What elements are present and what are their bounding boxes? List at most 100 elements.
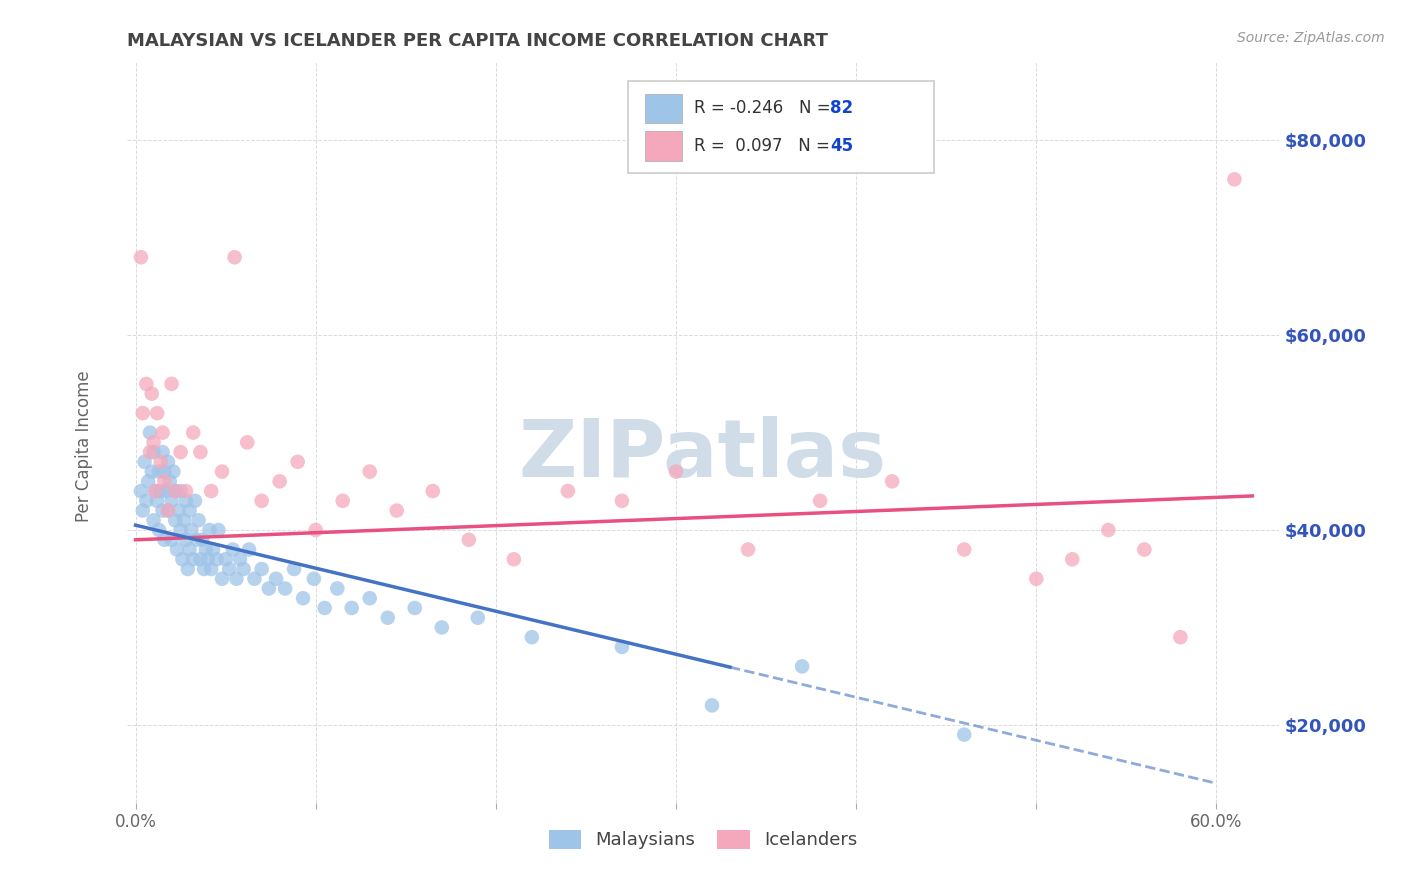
Point — [186, 533, 208, 547]
Point — [502, 552, 524, 566]
Point — [953, 728, 976, 742]
Point — [211, 572, 233, 586]
Text: ZIPatlas: ZIPatlas — [519, 416, 887, 494]
Point — [207, 523, 229, 537]
Point — [166, 542, 188, 557]
Point — [145, 484, 166, 499]
FancyBboxPatch shape — [645, 131, 682, 161]
Point — [1062, 552, 1084, 566]
Point — [359, 591, 381, 606]
Point — [179, 503, 201, 517]
Point — [214, 552, 236, 566]
Point — [222, 542, 245, 557]
Point — [165, 513, 187, 527]
Point — [167, 503, 190, 517]
Legend: Malaysians, Icelanders: Malaysians, Icelanders — [541, 823, 865, 856]
Point — [159, 475, 181, 489]
Point — [224, 250, 246, 264]
Point — [264, 572, 287, 586]
Point — [1097, 523, 1119, 537]
Point — [149, 484, 172, 499]
Point — [1223, 172, 1246, 186]
Point — [193, 562, 215, 576]
Point — [149, 455, 172, 469]
Point — [136, 475, 159, 489]
Point — [269, 475, 291, 489]
Point — [422, 484, 444, 499]
Point — [141, 465, 163, 479]
Point — [132, 503, 155, 517]
Point — [180, 523, 202, 537]
Point — [135, 376, 157, 391]
Point — [359, 465, 381, 479]
Text: R =  0.097   N =: R = 0.097 N = — [693, 137, 835, 155]
Point — [1025, 572, 1047, 586]
Point — [156, 455, 179, 469]
Text: Per Capita Income: Per Capita Income — [76, 370, 93, 522]
Point — [165, 484, 187, 499]
Point — [610, 493, 633, 508]
Point — [953, 542, 976, 557]
Point — [302, 572, 325, 586]
Point — [332, 493, 354, 508]
Point — [184, 493, 207, 508]
Point — [174, 533, 197, 547]
Point — [156, 503, 179, 517]
Point — [129, 484, 152, 499]
Point — [790, 659, 813, 673]
Point — [385, 503, 408, 517]
Point — [882, 475, 904, 489]
Point — [142, 513, 165, 527]
Point — [190, 552, 212, 566]
Point — [181, 425, 204, 440]
Point — [145, 484, 166, 499]
Point — [326, 582, 349, 596]
Point — [139, 425, 162, 440]
Point — [146, 406, 169, 420]
Point — [160, 493, 183, 508]
Point — [287, 455, 309, 469]
Point — [172, 552, 194, 566]
Point — [205, 552, 228, 566]
Text: Source: ZipAtlas.com: Source: ZipAtlas.com — [1237, 31, 1385, 45]
Point — [808, 493, 831, 508]
Point — [152, 425, 174, 440]
Point — [257, 582, 280, 596]
Point — [520, 630, 543, 644]
Point — [314, 601, 336, 615]
Point — [274, 582, 297, 596]
Point — [467, 610, 489, 624]
Point — [1133, 542, 1156, 557]
Point — [156, 503, 179, 517]
Point — [139, 445, 162, 459]
Point — [457, 533, 479, 547]
Point — [225, 572, 247, 586]
Point — [169, 484, 191, 499]
Point — [211, 465, 233, 479]
Point — [146, 493, 169, 508]
Point — [177, 562, 200, 576]
Point — [238, 542, 260, 557]
Point — [173, 513, 195, 527]
Point — [194, 542, 217, 557]
Point — [174, 493, 197, 508]
Point — [179, 542, 201, 557]
Point — [250, 562, 273, 576]
Point — [200, 562, 222, 576]
Point — [1170, 630, 1192, 644]
Point — [557, 484, 579, 499]
Point — [377, 610, 399, 624]
Point — [169, 523, 191, 537]
Point — [162, 465, 184, 479]
Point — [134, 455, 156, 469]
Point — [340, 601, 363, 615]
Point — [198, 523, 221, 537]
FancyBboxPatch shape — [628, 81, 934, 173]
Text: R = -0.246   N =: R = -0.246 N = — [693, 100, 835, 118]
Point — [129, 250, 152, 264]
Point — [190, 445, 212, 459]
Point — [191, 533, 214, 547]
Point — [250, 493, 273, 508]
Point — [135, 493, 157, 508]
Point — [152, 445, 174, 459]
